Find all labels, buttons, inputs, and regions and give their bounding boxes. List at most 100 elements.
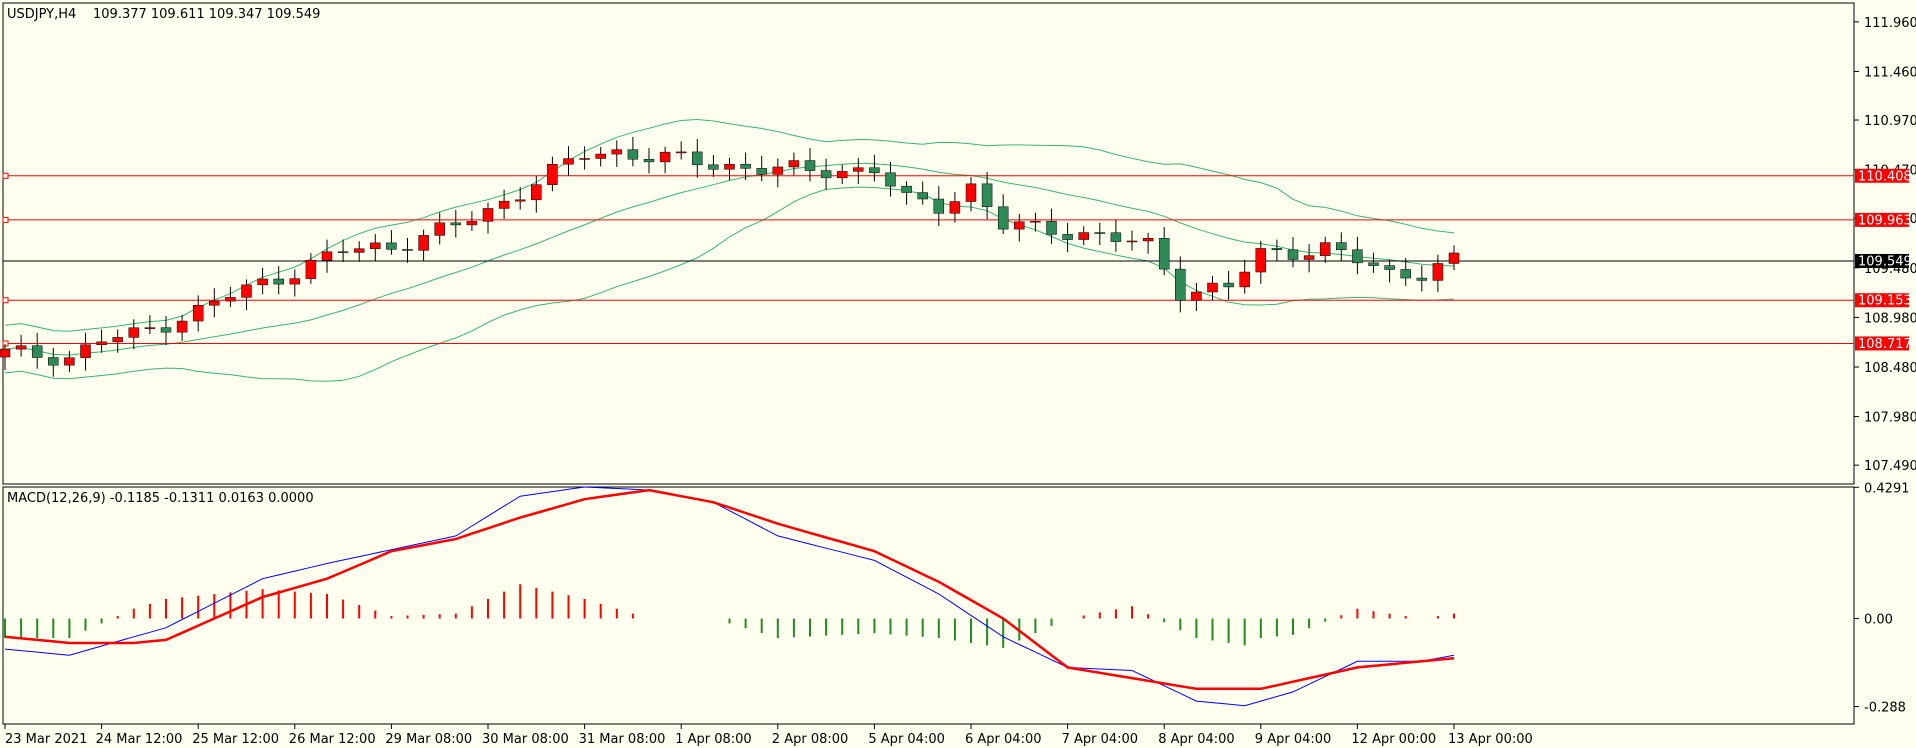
candle-body-13 (209, 300, 220, 306)
candle-body-12 (192, 305, 204, 322)
candle-body-6 (96, 341, 107, 345)
candle-body-40 (643, 158, 655, 163)
candle-body-72 (1158, 238, 1170, 270)
candle-body-81 (1303, 255, 1315, 260)
candle-body-2 (31, 345, 43, 358)
candle-body-7 (112, 337, 123, 343)
candle-body-19 (305, 260, 317, 279)
macd-lines (4, 486, 1455, 707)
time-label-5: 30 Mar 08:00 (482, 732, 569, 747)
candle-body-80 (1287, 249, 1299, 260)
candle-body-29 (466, 221, 478, 226)
candle-body-35 (563, 158, 574, 165)
candle-body-44 (708, 164, 719, 170)
candle-body-24 (386, 242, 397, 250)
candle-body-52 (836, 171, 848, 179)
level-label-bg-3 (1855, 293, 1909, 308)
level-label-bg-0 (1855, 168, 1909, 183)
candle-body-25 (402, 249, 413, 251)
level-label-3: 109.153 (1858, 294, 1912, 309)
macd-title: MACD(12,26,9) -0.1185 -0.1311 0.0163 0.0… (7, 491, 314, 506)
candle-body-4 (64, 357, 75, 366)
candle-body-1 (15, 345, 27, 350)
candle-body-60 (965, 183, 977, 202)
candle-body-36 (579, 158, 590, 160)
price-axis: 111.960111.460110.970110.470109.980109.4… (1854, 16, 1916, 474)
signal-line (4, 488, 1455, 691)
macd-histogram (4, 584, 1455, 648)
candle-body-67 (1078, 232, 1089, 240)
candle-body-64 (1030, 220, 1041, 223)
candle-body-85 (1368, 262, 1379, 266)
candle-body-39 (627, 149, 639, 160)
candle-body-26 (418, 235, 429, 251)
price-chart-title: USDJPY,H4 (7, 7, 76, 22)
macd-tick-label-0: 0.4291 (1864, 481, 1910, 496)
price-tick-label-9: 107.490 (1864, 459, 1916, 474)
time-label-0: 23 Mar 2021 (5, 732, 87, 747)
macd-tick-label-1: 0.00 (1864, 612, 1893, 627)
time-label-10: 6 Apr 04:00 (965, 732, 1042, 747)
candle-body-77 (1239, 271, 1250, 288)
candle-body-82 (1319, 242, 1331, 256)
candle-body-16 (257, 278, 268, 286)
candle-body-88 (1416, 277, 1428, 281)
candle-body-3 (48, 357, 59, 366)
candle-body-62 (997, 206, 1009, 230)
level-label-bg-2 (1855, 253, 1909, 268)
candle-body-47 (756, 168, 767, 175)
candle-body-34 (547, 163, 558, 185)
time-label-7: 1 Apr 08:00 (675, 732, 752, 747)
candle-body-76 (1223, 282, 1234, 288)
time-label-9: 5 Apr 04:00 (868, 732, 945, 747)
candle-body-45 (724, 163, 735, 170)
candle-body-89 (1432, 263, 1444, 281)
level-handle-3 (2, 297, 9, 304)
candle-body-8 (128, 327, 140, 338)
candle-body-22 (353, 248, 365, 253)
candle-body-63 (1014, 221, 1025, 230)
candle-body-65 (1046, 220, 1057, 235)
time-label-12: 8 Apr 04:00 (1158, 732, 1235, 747)
time-label-4: 29 Mar 08:00 (385, 732, 472, 747)
candle-body-55 (885, 172, 896, 187)
candle-body-5 (80, 344, 91, 358)
candle-body-17 (273, 278, 284, 285)
candle-body-90 (1448, 252, 1460, 264)
level-label-bg-1 (1855, 212, 1909, 227)
candle-body-0 (0, 348, 11, 358)
time-label-1: 24 Mar 12:00 (96, 732, 183, 747)
level-handle-1 (2, 216, 9, 223)
candle-body-53 (853, 167, 864, 172)
price-panel (2, 2, 1855, 485)
level-label-1: 109.963 (1858, 213, 1912, 228)
price-tick-label-0: 111.960 (1864, 16, 1916, 31)
candle-body-33 (531, 184, 542, 201)
candle-body-43 (692, 151, 703, 166)
candle-body-87 (1400, 269, 1411, 279)
candle-body-79 (1271, 248, 1283, 251)
candle-body-38 (611, 149, 623, 155)
time-label-15: 13 Apr 00:00 (1448, 732, 1533, 747)
candle-body-51 (820, 170, 832, 179)
ohlc-readout: 109.377 109.611 109.347 109.549 (93, 7, 320, 22)
candle-body-56 (901, 185, 912, 193)
candle-body-11 (176, 320, 188, 333)
candle-body-74 (1191, 291, 1202, 301)
level-label-bg-4 (1855, 336, 1909, 351)
candle-body-58 (933, 198, 945, 214)
price-tick-label-2: 110.970 (1864, 114, 1916, 129)
candle-body-41 (659, 151, 671, 163)
candle-body-37 (595, 153, 606, 159)
candlesticks (0, 136, 1460, 377)
macd-tick-label-2: -0.288 (1864, 701, 1906, 716)
level-label-4: 108.717 (1858, 337, 1912, 352)
candle-body-57 (917, 192, 928, 200)
time-label-2: 25 Mar 12:00 (192, 732, 279, 747)
price-tick-label-1: 111.460 (1864, 65, 1916, 80)
candle-body-20 (321, 251, 333, 261)
candle-body-86 (1384, 265, 1395, 270)
time-label-6: 31 Mar 08:00 (579, 732, 666, 747)
candle-body-14 (225, 297, 236, 302)
